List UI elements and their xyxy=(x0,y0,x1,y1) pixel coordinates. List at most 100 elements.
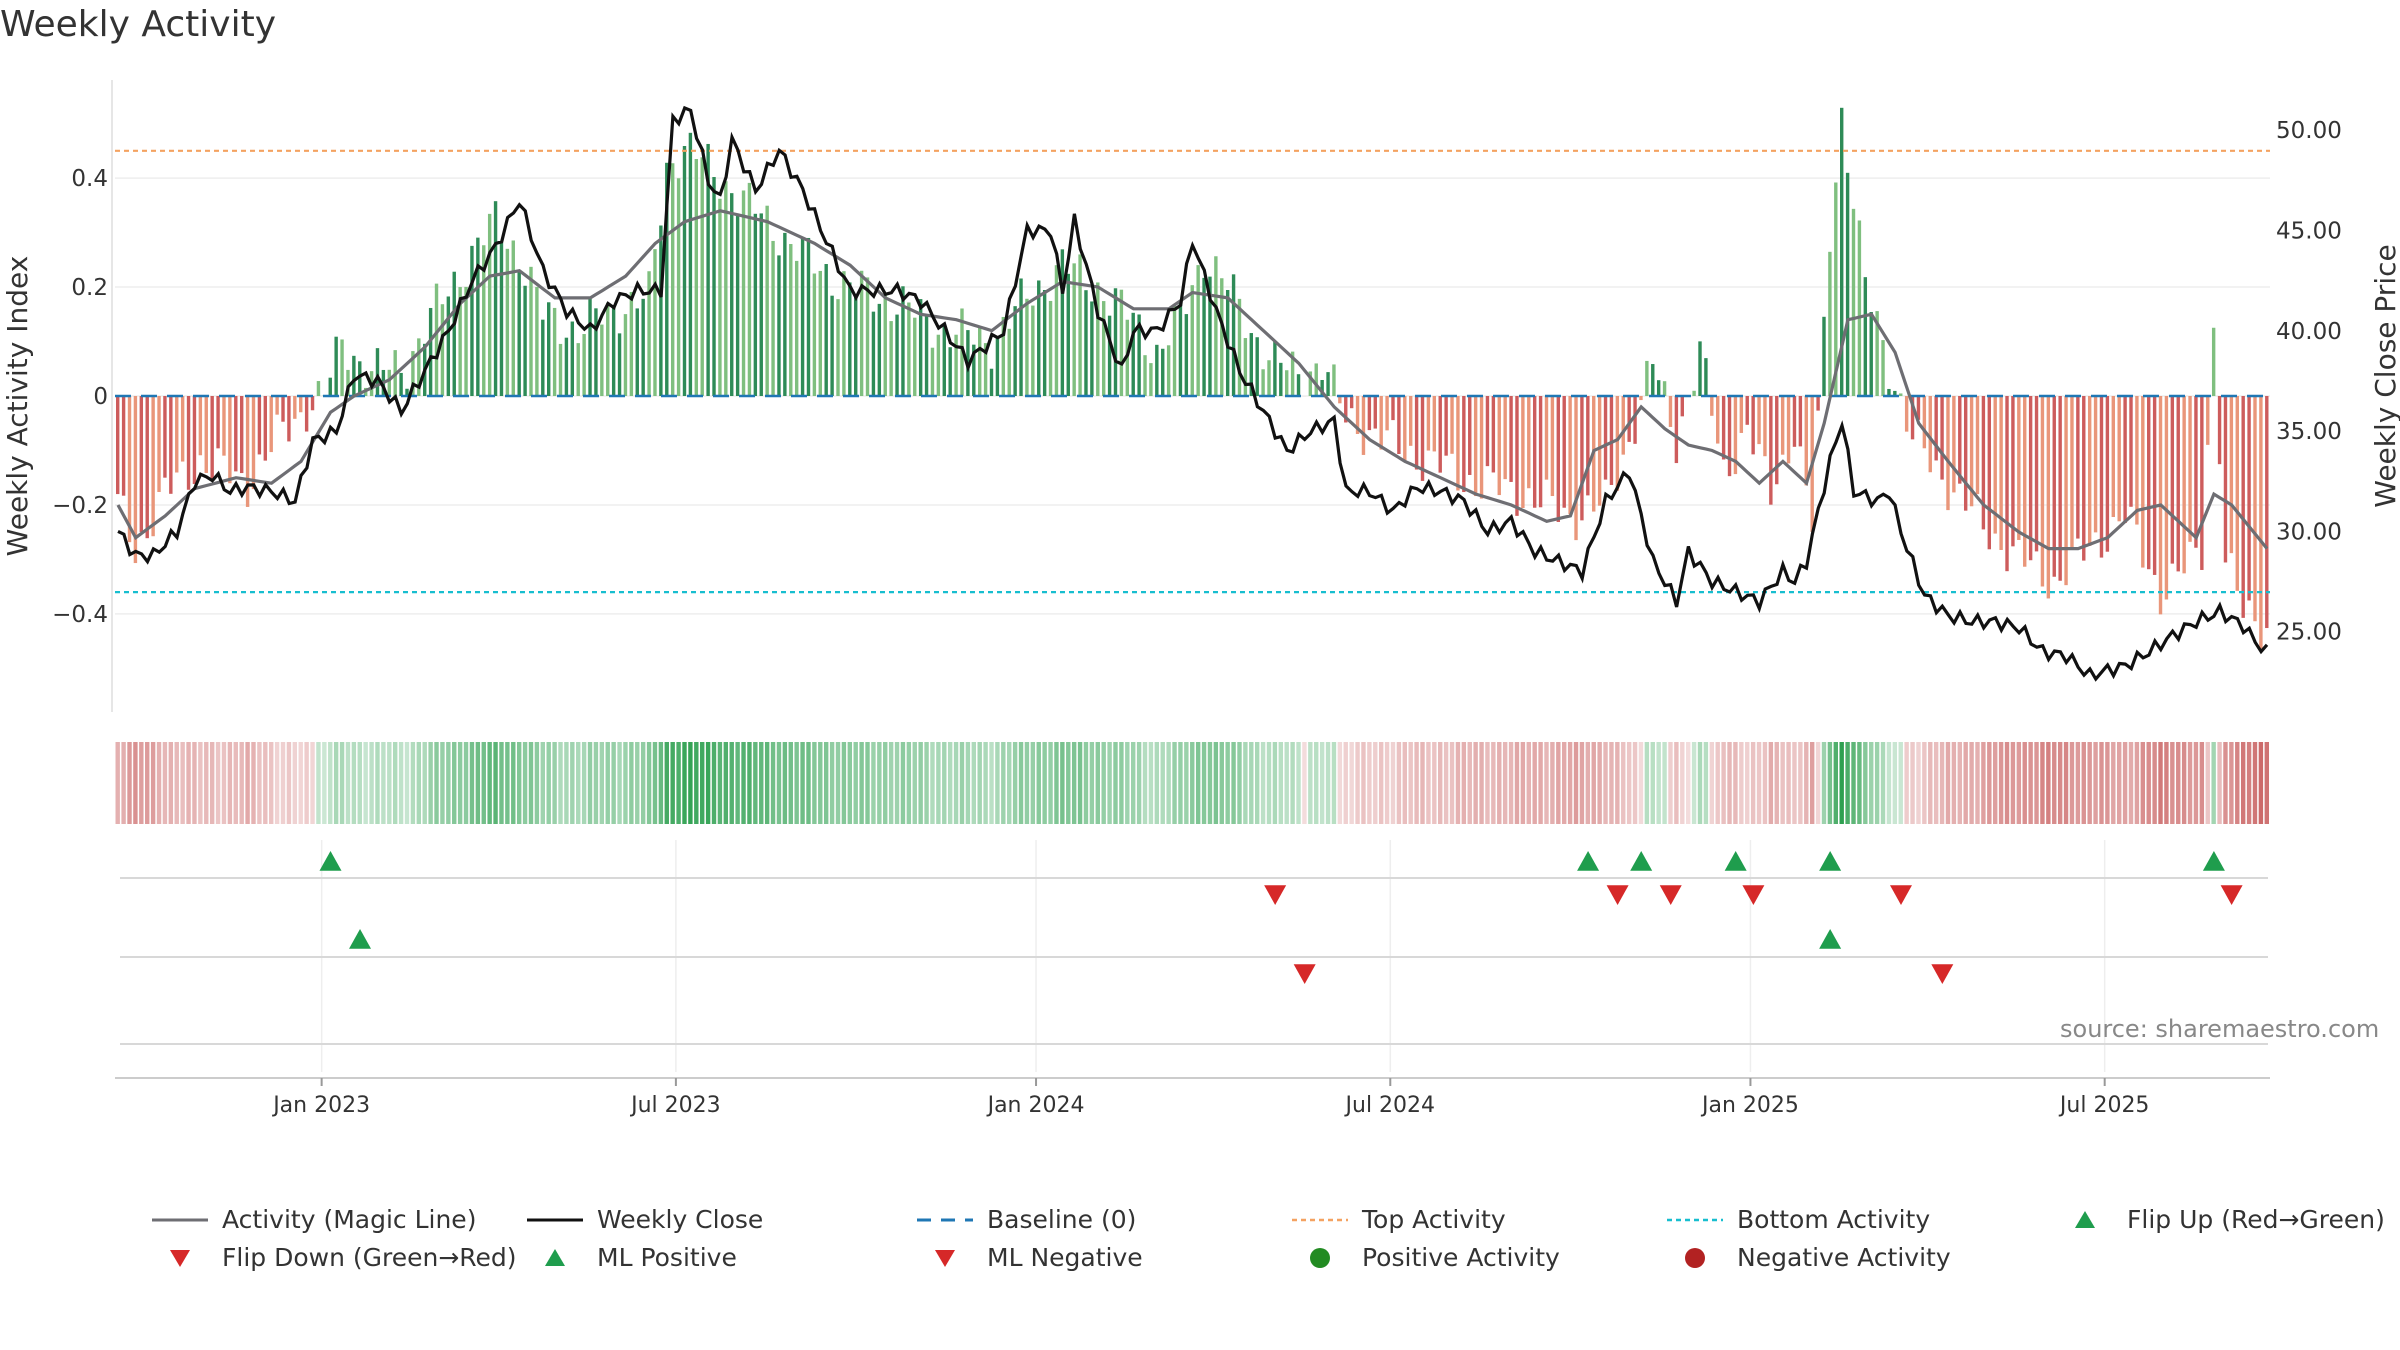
heat-cell xyxy=(2063,742,2069,824)
activity-bar xyxy=(859,270,864,396)
heat-cell xyxy=(221,742,227,824)
activity-bar xyxy=(1562,396,1566,508)
heat-cell xyxy=(351,742,357,824)
heat-cell xyxy=(139,742,144,824)
activity-bar xyxy=(1432,396,1437,452)
activity-bar xyxy=(293,396,297,419)
activity-bar xyxy=(411,351,415,396)
heat-cell xyxy=(947,742,953,824)
heat-cell xyxy=(770,742,776,824)
activity-bar xyxy=(505,248,510,396)
activity-bar xyxy=(1042,290,1047,396)
heat-cell xyxy=(150,742,156,824)
activity-bar xyxy=(1485,396,1490,467)
activity-bar xyxy=(783,232,787,396)
activity-bar xyxy=(157,396,161,492)
heat-cell xyxy=(883,742,888,824)
heat-cell xyxy=(1827,742,1833,824)
heat-cell xyxy=(233,742,238,824)
heat-cell xyxy=(1603,742,1608,824)
legend-label: Weekly Close xyxy=(597,1205,764,1234)
activity-bar xyxy=(1332,364,1336,396)
activity-bar xyxy=(2164,396,2169,600)
activity-bar xyxy=(151,396,155,537)
activity-bar xyxy=(116,396,120,495)
heat-cell xyxy=(1898,742,1903,824)
heat-cell xyxy=(546,742,551,824)
activity-bar xyxy=(724,181,728,396)
activity-bar xyxy=(2087,396,2092,546)
activity-bar xyxy=(895,314,899,396)
activity-bar xyxy=(558,343,563,396)
top-legend-swatch xyxy=(1292,1218,1348,1221)
activity-bar xyxy=(948,347,952,396)
activity-bar xyxy=(995,337,1000,396)
heat-cell xyxy=(1125,742,1130,824)
heat-cell xyxy=(1467,742,1472,824)
heat-cell xyxy=(1325,742,1331,824)
activity-bar xyxy=(1314,363,1318,396)
heat-cell xyxy=(333,742,339,824)
heat-cell xyxy=(877,742,882,824)
activity-bar xyxy=(901,286,905,396)
activity-bar xyxy=(2265,396,2269,629)
heat-cell xyxy=(723,742,729,824)
heat-cell xyxy=(115,742,120,824)
activity-bar xyxy=(954,334,958,396)
activity-bar xyxy=(169,396,173,494)
activity-bar xyxy=(771,240,775,396)
weekly-activity-chart: 0.4 0.2 0 −0.2 −0.4 50.00 45.00 40.00 35.00 30.00… xyxy=(1,80,2400,1118)
activity-bar xyxy=(1527,396,1531,489)
activity-bar xyxy=(1958,396,1962,484)
heat-cell xyxy=(835,742,841,824)
heat-cell xyxy=(1042,742,1047,824)
activity-bar xyxy=(334,336,338,396)
activity-bar xyxy=(706,143,710,396)
y-tick-label: −0.2 xyxy=(52,493,108,519)
heat-cell xyxy=(942,742,947,824)
activity-bar xyxy=(1739,396,1744,433)
activity-bar xyxy=(198,396,203,456)
y2-tick-label: 30.00 xyxy=(2276,519,2342,545)
activity-bar xyxy=(682,146,687,396)
flip-up-marker xyxy=(1577,851,1600,871)
activity-bar xyxy=(635,308,639,396)
heat-cell xyxy=(2128,742,2134,824)
activity-bar xyxy=(1798,396,1803,447)
heat-cell xyxy=(564,742,569,824)
heat-cell xyxy=(186,742,191,824)
activity-bar xyxy=(765,205,769,396)
heat-cell xyxy=(1349,742,1354,824)
activity-bar xyxy=(511,240,515,396)
heat-cell xyxy=(493,742,498,824)
heat-cell xyxy=(387,742,392,824)
activity-bar xyxy=(192,396,197,485)
activity-bar xyxy=(1822,316,1826,396)
activity-bar xyxy=(594,308,598,396)
heat-cell xyxy=(192,742,197,824)
heat-cell xyxy=(481,742,486,824)
heat-cell xyxy=(965,742,971,824)
heat-cell xyxy=(369,742,374,824)
heat-cell xyxy=(1201,742,1207,824)
heat-cell xyxy=(611,742,616,824)
activity-bar xyxy=(730,193,734,396)
heat-cell xyxy=(174,742,179,824)
activity-bar xyxy=(1013,306,1017,396)
activity-bar xyxy=(1597,396,1602,506)
heat-cell xyxy=(1314,742,1319,824)
legend-item-close: Weekly Close xyxy=(525,1205,763,1234)
heat-cell xyxy=(416,742,422,824)
activity-bar xyxy=(529,266,533,396)
heat-cell xyxy=(617,742,622,824)
activity-bar xyxy=(535,287,539,396)
heat-cell xyxy=(764,742,770,824)
heat-cell xyxy=(2116,742,2122,824)
heat-cell xyxy=(487,742,492,824)
heat-cell xyxy=(894,742,900,824)
activity-bar xyxy=(2052,396,2056,577)
heat-cell xyxy=(2052,742,2057,824)
activity-bar xyxy=(1397,396,1401,455)
activity-bar xyxy=(2011,396,2015,547)
activity-bar xyxy=(275,396,279,415)
